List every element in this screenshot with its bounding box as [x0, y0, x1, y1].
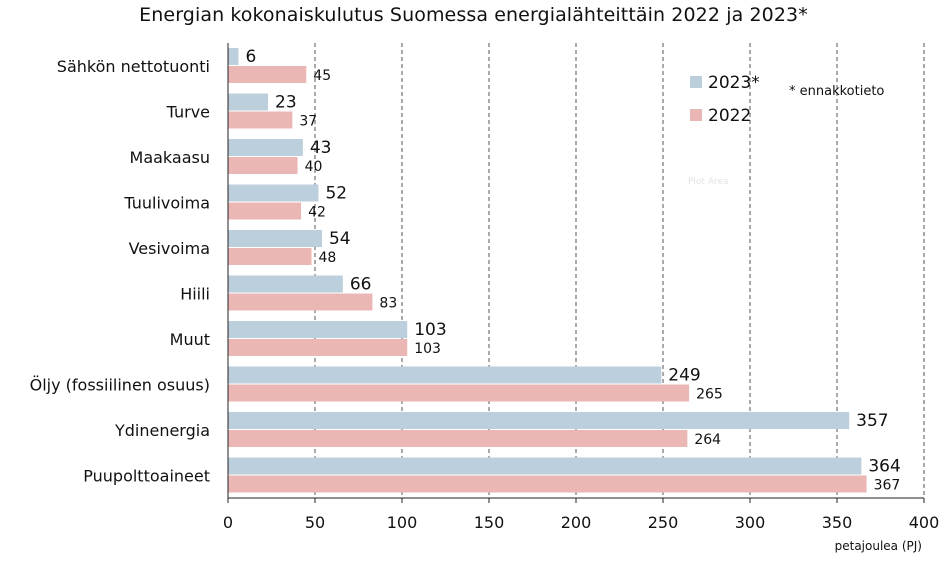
- chart-title: Energian kokonaiskulutus Suomessa energi…: [139, 4, 808, 26]
- legend-label-2022: 2022: [708, 106, 751, 126]
- bar-1-s1: [228, 111, 293, 129]
- bar-7-s1: [228, 384, 690, 402]
- legend-label-2023: 2023*: [708, 73, 760, 93]
- bar-6-s1: [228, 339, 408, 356]
- bar-1-s0: [228, 93, 269, 111]
- data-label-s0: 6: [245, 47, 256, 67]
- data-label-s1: 83: [379, 296, 397, 312]
- bar-9-s1: [228, 475, 867, 493]
- data-label-s1: 264: [694, 432, 721, 448]
- bar-9-s0: [228, 457, 862, 475]
- data-label-s0: 357: [856, 411, 888, 431]
- x-axis-label: petajoulea (PJ): [835, 539, 922, 553]
- bar-0-s0: [228, 48, 239, 65]
- bar-8-s0: [228, 412, 850, 429]
- bar-2-s0: [228, 139, 303, 156]
- x-tick-label: 100: [387, 513, 418, 532]
- data-label-s1: 367: [874, 478, 901, 494]
- x-tick-label: 300: [735, 513, 766, 532]
- category-label: Ydinenergia: [114, 421, 210, 440]
- data-label-s0: 52: [325, 184, 347, 204]
- x-tick-label: 50: [305, 513, 325, 532]
- category-label: Turve: [166, 102, 210, 121]
- data-label-s1: 265: [696, 387, 723, 403]
- legend-swatch-2023: [690, 76, 702, 88]
- x-tick-label: 200: [561, 513, 592, 532]
- bar-4-s0: [228, 230, 322, 247]
- data-label-s1: 48: [319, 250, 337, 266]
- footnote: * ennakkotieto: [789, 84, 884, 99]
- data-label-s1: 42: [308, 205, 326, 221]
- data-label-s0: 54: [329, 229, 351, 249]
- data-label-s0: 103: [414, 320, 446, 340]
- x-tick-label: 350: [822, 513, 853, 532]
- data-label-s0: 43: [310, 138, 332, 158]
- data-label-s0: 66: [350, 275, 372, 295]
- data-label-s1: 40: [305, 159, 323, 175]
- data-label-s0: 249: [668, 366, 700, 386]
- category-label: Sähkön nettotuonti: [57, 57, 210, 76]
- category-label: Öljy (fossiilinen osuus): [30, 375, 210, 394]
- legend-swatch-2022: [690, 109, 702, 121]
- category-label: Maakaasu: [130, 148, 210, 167]
- category-label: Puupolttoaineet: [83, 466, 210, 485]
- x-tick-label: 250: [648, 513, 679, 532]
- bar-8-s1: [228, 430, 688, 447]
- data-label-s1: 37: [299, 114, 317, 130]
- category-label: Muut: [170, 330, 210, 349]
- bar-0-s1: [228, 66, 307, 83]
- plot-area-watermark: Plot Area: [688, 177, 729, 187]
- bar-7-s0: [228, 366, 662, 384]
- category-label: Vesivoima: [129, 239, 210, 258]
- category-label: Hiili: [180, 284, 210, 303]
- bar-6-s0: [228, 321, 408, 338]
- x-tick-label: 400: [909, 513, 940, 532]
- bar-5-s1: [228, 293, 373, 311]
- data-label-s0: 364: [868, 457, 900, 477]
- bar-5-s0: [228, 275, 343, 293]
- data-label-s0: 23: [275, 93, 297, 113]
- category-label: Tuulivoima: [123, 193, 210, 212]
- x-tick-label: 150: [474, 513, 505, 532]
- bar-4-s1: [228, 248, 312, 265]
- bar-3-s0: [228, 184, 319, 202]
- bar-2-s1: [228, 157, 298, 174]
- bar-3-s1: [228, 202, 302, 220]
- data-label-s1: 103: [414, 341, 441, 357]
- data-label-s1: 45: [313, 68, 331, 84]
- x-tick-label: 0: [223, 513, 233, 532]
